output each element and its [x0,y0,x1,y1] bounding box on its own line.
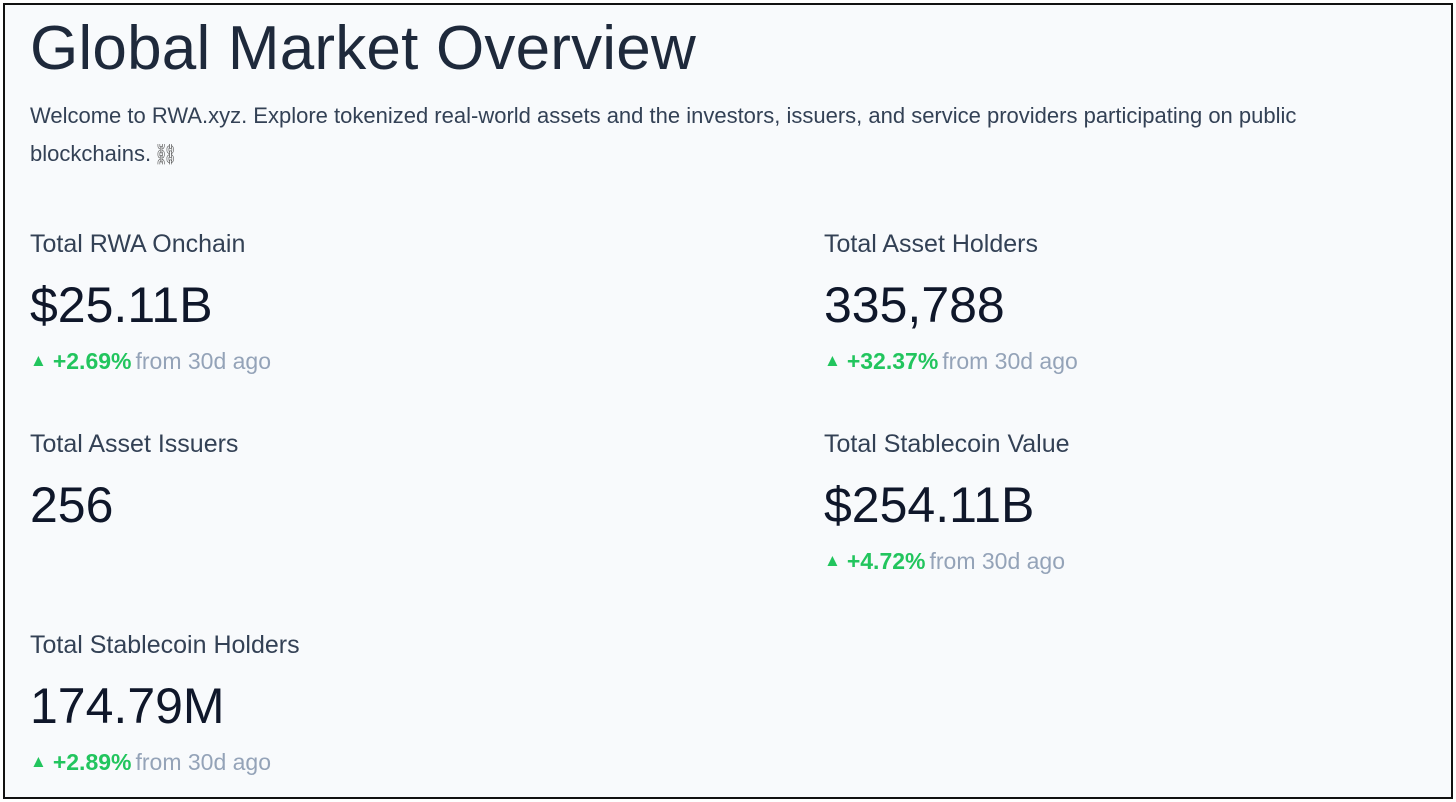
stat-value: 335,788 [824,277,1005,333]
stat-total-rwa-onchain: Total RWA Onchain $25.11B ▲ +2.69% from 30… [30,229,271,375]
stat-label: Total Asset Issuers [30,430,239,458]
stat-value: 174.79M [30,678,225,734]
chain-emoji-icon: ⛓ [153,142,179,166]
stat-label: Total RWA Onchain [30,230,246,258]
triangle-up-icon: ▲ [824,351,841,370]
change-period: from 30d ago [942,348,1078,374]
change-percent: +4.72% [846,548,926,574]
triangle-up-icon: ▲ [30,351,47,370]
change-percent: +2.69% [52,348,132,374]
stat-label: Total Stablecoin Holders [30,631,300,659]
stat-total-asset-issuers: Total Asset Issuers 256 [30,429,238,533]
stat-value: 256 [30,477,114,533]
stat-value: $25.11B [30,277,213,333]
market-overview-panel: Global Market Overview Welcome to RWA.xy… [3,3,1453,799]
description-text: Welcome to RWA.xyz. Explore tokenized re… [30,103,1297,166]
change-period: from 30d ago [135,749,272,775]
change-period: from 30d ago [135,348,272,374]
stat-total-asset-holders: Total Asset Holders 335,788 ▲ +32.37% from… [824,229,1078,375]
stat-total-stablecoin-holders: Total Stablecoin Holders 174.79M ▲ +2.89%… [30,630,300,776]
triangle-up-icon: ▲ [30,752,47,771]
stat-label: Total Stablecoin Value [824,430,1070,458]
stat-total-stablecoin-value: Total Stablecoin Value $254.11B ▲ +4.72% f… [824,429,1070,575]
stat-value: $254.11B [824,477,1035,533]
stat-change: ▲ +2.69% from 30d ago [30,347,271,375]
stat-change: ▲ +2.89% from 30d ago [30,748,300,776]
change-percent: +32.37% [846,348,939,374]
stat-change: ▲ +4.72% from 30d ago [824,547,1070,575]
change-percent: +2.89% [52,749,132,775]
triangle-up-icon: ▲ [824,551,841,570]
stat-label: Total Asset Holders [824,230,1038,258]
stat-change: ▲ +32.37% from 30d ago [824,347,1078,375]
page-description: Welcome to RWA.xyz. Explore tokenized re… [30,97,1400,173]
change-period: from 30d ago [929,548,1066,574]
page-title: Global Market Overview [30,14,696,83]
